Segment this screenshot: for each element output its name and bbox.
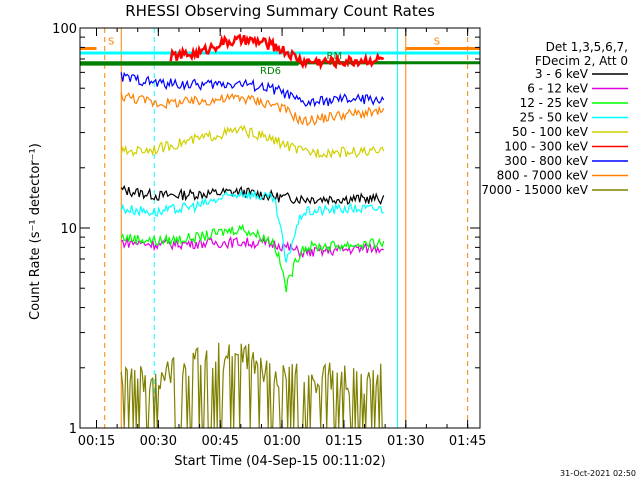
axes: 00:15 00:30 00:45 01:00 01:15 01:30 01:45 1 10 10… xyxy=(52,22,628,449)
legend-label-4: 50 - 100 keV xyxy=(512,125,589,139)
chart-title: RHESSI Observing Summary Count Rates xyxy=(125,2,435,20)
legend-label-0: 3 - 6 keV xyxy=(535,67,589,81)
legend-label-1: 6 - 12 keV xyxy=(527,82,589,96)
legend-label-2: 12 - 25 keV xyxy=(520,96,589,110)
legend-header-line2: FDecim 2, Att 0 xyxy=(534,54,628,68)
flag-label-4: RM xyxy=(327,51,343,62)
plot-marks: S RD6 RM S xyxy=(80,28,480,429)
x-axis-label: Start Time (04-Sep-15 00:11:02) xyxy=(174,454,386,469)
legend-label-3: 25 - 50 keV xyxy=(520,111,589,125)
flag-label-3: RD6 xyxy=(260,66,281,77)
legend-header-line1: Det 1,3,5,6,7, xyxy=(545,40,628,54)
series-line-8 xyxy=(120,342,384,429)
y-tick-label-0: 1 xyxy=(69,422,77,437)
x-tick-label-3: 01:00 xyxy=(263,434,300,449)
series-line-0 xyxy=(120,184,385,206)
series-line-5 xyxy=(169,33,385,71)
legend-label-7: 800 - 7000 keV xyxy=(497,169,589,183)
series-line-4 xyxy=(120,124,385,160)
x-tick-label-5: 01:30 xyxy=(387,434,424,449)
y-tick-label-2: 100 xyxy=(52,22,77,37)
x-tick-label-6: 01:45 xyxy=(449,434,486,449)
legend-label-6: 300 - 800 keV xyxy=(504,154,588,168)
x-tick-label-1: 00:30 xyxy=(140,434,177,449)
legend-label-5: 100 - 300 keV xyxy=(504,140,588,154)
footer-timestamp: 31-Oct-2021 02:50 xyxy=(560,469,636,478)
y-axis-label: Count Rate (s⁻¹ detector⁻¹) xyxy=(28,143,43,320)
flag-label-5: S xyxy=(434,36,440,47)
x-tick-label-4: 01:15 xyxy=(325,434,362,449)
series-line-2 xyxy=(120,223,385,293)
series-line-7 xyxy=(120,92,385,127)
series-line-6 xyxy=(120,71,385,108)
y-tick-label-1: 10 xyxy=(60,222,77,237)
legend-label-8: 7000 - 15000 keV xyxy=(481,183,588,197)
x-tick-label-2: 00:45 xyxy=(201,434,238,449)
series-line-3 xyxy=(120,189,384,263)
series-line-1 xyxy=(121,235,384,260)
x-tick-label-0: 00:15 xyxy=(78,434,115,449)
flag-label-0: S xyxy=(108,36,114,47)
